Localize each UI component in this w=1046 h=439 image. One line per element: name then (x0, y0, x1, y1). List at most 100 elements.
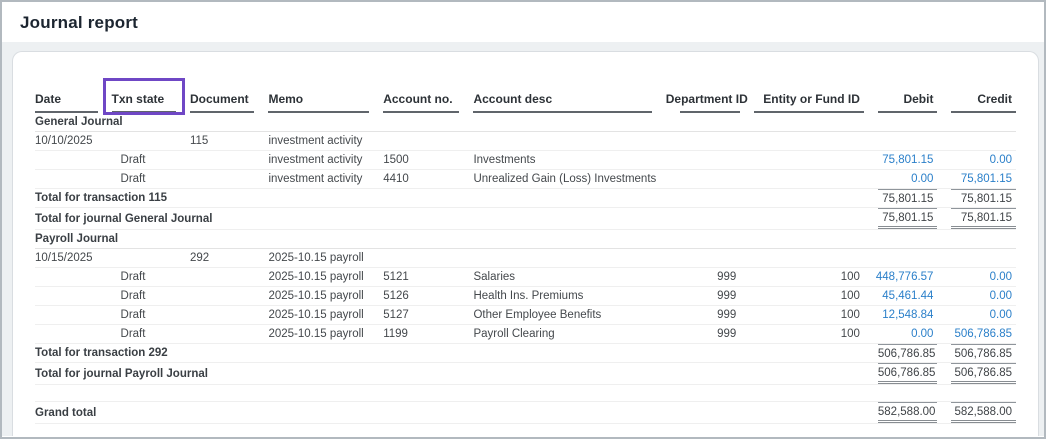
txn-state-highlight-box (103, 78, 185, 115)
cell-entity_or_fund_id: 100 (740, 325, 864, 344)
cell-department_id (666, 249, 741, 268)
journal-table-body: General Journal10/10/2025115investment a… (35, 113, 1016, 424)
total-label: Grand total (35, 402, 864, 424)
credit-amount-link[interactable]: 0.00 (990, 290, 1012, 302)
credit-amount-link[interactable]: 0.00 (990, 154, 1012, 166)
total-credit-value: 506,786.85 (951, 363, 1016, 384)
total-debit: 506,786.85 (864, 363, 938, 385)
debit-amount-link[interactable]: 448,776.57 (876, 271, 934, 283)
detail-row: Draft2025-10.15 payroll1199Payroll Clear… (35, 325, 1016, 344)
cell-entity_or_fund_id (740, 170, 864, 189)
journal-table: DateTxn stateDocumentMemoAccount no.Acco… (35, 82, 1016, 424)
page-body: DateTxn stateDocumentMemoAccount no.Acco… (2, 42, 1044, 436)
cell-memo: 2025-10.15 payroll (268, 325, 383, 344)
debit-amount-link[interactable]: 75,801.15 (882, 154, 933, 166)
cell-date (35, 287, 112, 306)
section-label: General Journal (35, 113, 1016, 132)
cell-txn_state (112, 249, 190, 268)
cell-department_id (666, 132, 741, 151)
cell-account_desc: Salaries (473, 268, 665, 287)
cell-document: 115 (190, 132, 268, 151)
page-header: Journal report (2, 2, 1044, 42)
cell-credit: 0.00 (937, 268, 1016, 287)
cell-debit: 45,461.44 (864, 287, 938, 306)
total-credit-value: 75,801.15 (951, 189, 1016, 207)
credit-amount-link[interactable]: 0.00 (990, 309, 1012, 321)
total-credit-value: 75,801.15 (951, 208, 1016, 229)
cell-account_desc: Payroll Clearing (473, 325, 665, 344)
cell-txn_state: Draft (112, 170, 190, 189)
txn-row: 10/15/20252922025-10.15 payroll (35, 249, 1016, 268)
spacer-row (35, 385, 1016, 402)
cell-department_id (666, 170, 741, 189)
cell-account_desc (473, 249, 665, 268)
column-header-account_no: Account no. (383, 82, 473, 113)
txn-row: 10/10/2025115investment activity (35, 132, 1016, 151)
detail-row: Draft2025-10.15 payroll5126Health Ins. P… (35, 287, 1016, 306)
detail-row: Draft2025-10.15 payroll5121Salaries99910… (35, 268, 1016, 287)
section-row: General Journal (35, 113, 1016, 132)
credit-amount-link[interactable]: 75,801.15 (961, 173, 1012, 185)
credit-amount-link[interactable]: 506,786.85 (954, 328, 1012, 340)
debit-amount-link[interactable]: 12,548.84 (882, 309, 933, 321)
cell-date (35, 268, 112, 287)
total-credit: 506,786.85 (937, 344, 1016, 363)
cell-date: 10/15/2025 (35, 249, 112, 268)
column-header-department_id: Department ID (666, 82, 741, 113)
total-label: Total for transaction 292 (35, 344, 864, 363)
total-credit: 506,786.85 (937, 363, 1016, 385)
cell-txn_state: Draft (112, 151, 190, 170)
total-label: Total for journal Payroll Journal (35, 363, 864, 385)
cell-debit: 0.00 (864, 325, 938, 344)
cell-department_id: 999 (666, 325, 741, 344)
cell-txn_state: Draft (112, 306, 190, 325)
total-debit: 75,801.15 (864, 208, 938, 230)
cell-document (190, 306, 268, 325)
section-label: Payroll Journal (35, 230, 1016, 249)
header-row: DateTxn stateDocumentMemoAccount no.Acco… (35, 82, 1016, 113)
cell-credit: 0.00 (937, 151, 1016, 170)
cell-date (35, 325, 112, 344)
cell-date (35, 306, 112, 325)
total-row: Total for transaction 292506,786.85506,7… (35, 344, 1016, 363)
cell-debit: 0.00 (864, 170, 938, 189)
cell-date (35, 151, 112, 170)
cell-memo: 2025-10.15 payroll (268, 249, 383, 268)
cell-document (190, 151, 268, 170)
cell-credit: 506,786.85 (937, 325, 1016, 344)
total-credit-value: 506,786.85 (951, 344, 1016, 362)
column-header-memo: Memo (268, 82, 383, 113)
total-debit: 75,801.15 (864, 189, 938, 208)
cell-credit: 0.00 (937, 306, 1016, 325)
cell-account_desc (473, 132, 665, 151)
debit-amount-link[interactable]: 0.00 (911, 173, 933, 185)
total-label: Total for journal General Journal (35, 208, 864, 230)
cell-memo: investment activity (268, 151, 383, 170)
cell-debit (864, 132, 938, 151)
page-title: Journal report (20, 13, 1026, 33)
cell-entity_or_fund_id (740, 249, 864, 268)
cell-account_no: 1500 (383, 151, 473, 170)
cell-account_no: 5121 (383, 268, 473, 287)
cell-account_desc: Health Ins. Premiums (473, 287, 665, 306)
cell-account_desc: Unrealized Gain (Loss) Investments (473, 170, 665, 189)
total-debit: 506,786.85 (864, 344, 938, 363)
cell-department_id: 999 (666, 268, 741, 287)
debit-amount-link[interactable]: 45,461.44 (882, 290, 933, 302)
cell-memo: 2025-10.15 payroll (268, 268, 383, 287)
cell-entity_or_fund_id (740, 151, 864, 170)
total-label: Total for transaction 115 (35, 189, 864, 208)
total-row: Total for journal Payroll Journal506,786… (35, 363, 1016, 385)
cell-entity_or_fund_id: 100 (740, 268, 864, 287)
credit-amount-link[interactable]: 0.00 (990, 271, 1012, 283)
total-debit-value: 75,801.15 (878, 208, 938, 229)
total-credit: 75,801.15 (937, 189, 1016, 208)
column-header-credit: Credit (937, 82, 1016, 113)
cell-memo: investment activity (268, 170, 383, 189)
cell-debit: 448,776.57 (864, 268, 938, 287)
report-card: DateTxn stateDocumentMemoAccount no.Acco… (12, 51, 1039, 436)
spacer-cell (35, 385, 1016, 402)
cell-department_id: 999 (666, 287, 741, 306)
debit-amount-link[interactable]: 0.00 (911, 328, 933, 340)
journal-report-screen: Journal report DateTxn stateDocumentMemo… (0, 0, 1046, 439)
